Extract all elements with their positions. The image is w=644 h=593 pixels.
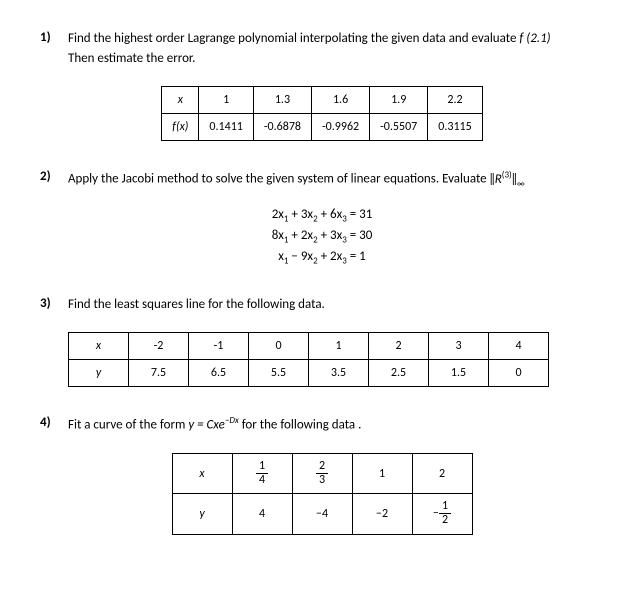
p4-text-a: Fit a curve of the form [68, 418, 188, 433]
table-row: f(x) 0.1411 -0.6878 -0.9962 -0.5507 0.31… [162, 114, 482, 141]
p1-r0c1: 1 [199, 87, 253, 114]
p1-r0c2: 1.3 [253, 87, 311, 114]
p4-r1c4: −12 [412, 494, 472, 534]
p2-eq1: 2x1 + 3x2 + 6x3 = 31 [40, 205, 604, 226]
problem-3-number: 3) [40, 296, 58, 311]
p3-r1c5: 2.5 [369, 360, 429, 387]
p1-fx: f (2.1) [519, 31, 550, 46]
p4-table: x 14 23 1 2 y 4 −4 −2 −12 [172, 453, 473, 535]
problem-1: 1) Find the highest order Lagrange polyn… [40, 30, 604, 141]
p1-r1c5: 0.3115 [428, 114, 482, 141]
p1-table-wrap: x 1 1.3 1.6 1.9 2.2 f(x) 0.1411 -0.6878 … [40, 86, 604, 141]
p4-r0c0: x [172, 453, 232, 493]
problem-2: 2) Apply the Jacobi method to solve the … [40, 169, 604, 268]
p4-curve: y = Cxe [188, 418, 225, 433]
p1-r0c3: 1.6 [312, 87, 370, 114]
p3-r0c7: 4 [489, 333, 549, 360]
p1-text-part-a: Find the highest order Lagrange polynomi… [68, 31, 519, 46]
p3-r1c0: y [69, 360, 129, 387]
problem-2-number: 2) [40, 169, 58, 184]
table-row: x 14 23 1 2 [172, 453, 472, 493]
p3-r0c3: 0 [249, 333, 309, 360]
p3-r0c1: -2 [129, 333, 189, 360]
problem-3-header: 3) Find the least squares line for the f… [40, 296, 604, 314]
p3-r1c7: 0 [489, 360, 549, 387]
table-row: x -2 -1 0 1 2 3 4 [69, 333, 549, 360]
table-row: y 7.5 6.5 5.5 3.5 2.5 1.5 0 [69, 360, 549, 387]
table-row: x 1 1.3 1.6 1.9 2.2 [162, 87, 482, 114]
problem-2-header: 2) Apply the Jacobi method to solve the … [40, 169, 604, 191]
p4-sup: −Dx [225, 415, 239, 426]
p4-r1c1: 4 [232, 494, 292, 534]
p4-r1c2: −4 [292, 494, 352, 534]
table-row: y 4 −4 −2 −12 [172, 494, 472, 534]
p4-text-c: for the following data . [239, 418, 362, 433]
problem-4-header: 4) Fit a curve of the form y = Cxe−Dx fo… [40, 415, 604, 435]
problem-1-text: Find the highest order Lagrange polynomi… [68, 30, 604, 68]
p3-r1c1: 7.5 [129, 360, 189, 387]
p3-r0c2: -1 [189, 333, 249, 360]
problem-4: 4) Fit a curve of the form y = Cxe−Dx fo… [40, 415, 604, 534]
p3-r1c2: 6.5 [189, 360, 249, 387]
problem-2-text: Apply the Jacobi method to solve the giv… [68, 169, 604, 191]
p1-r0c4: 1.9 [370, 87, 428, 114]
p1-text-part-c: Then estimate the error. [68, 50, 604, 68]
p2-equations: 2x1 + 3x2 + 6x3 = 31 8x1 + 2x2 + 3x3 = 3… [40, 205, 604, 268]
p3-r0c6: 3 [429, 333, 489, 360]
problem-3: 3) Find the least squares line for the f… [40, 296, 604, 387]
p3-r0c0: x [69, 333, 129, 360]
p3-r0c4: 1 [309, 333, 369, 360]
p1-table: x 1 1.3 1.6 1.9 2.2 f(x) 0.1411 -0.6878 … [161, 86, 482, 141]
problem-4-text: Fit a curve of the form y = Cxe−Dx for t… [68, 415, 604, 435]
p4-r0c3: 1 [352, 453, 412, 493]
p4-table-wrap: x 14 23 1 2 y 4 −4 −2 −12 [40, 453, 604, 535]
p1-r1c2: -0.6878 [253, 114, 311, 141]
p4-r0c1: 14 [232, 453, 292, 493]
problem-1-header: 1) Find the highest order Lagrange polyn… [40, 30, 604, 68]
p1-r1c4: -0.5507 [370, 114, 428, 141]
p1-r1c0: f(x) [162, 114, 199, 141]
p4-r1c0: y [172, 494, 232, 534]
p3-table: x -2 -1 0 1 2 3 4 y 7.5 6.5 5.5 3.5 2.5 … [68, 332, 549, 387]
p3-r1c4: 3.5 [309, 360, 369, 387]
p3-r0c5: 2 [369, 333, 429, 360]
problem-1-number: 1) [40, 30, 58, 45]
p2-norm-expr: ‖R(3)‖∞ [490, 172, 525, 187]
p2-text-a: Apply the Jacobi method to solve the giv… [68, 172, 490, 187]
p1-r1c3: -0.9962 [312, 114, 370, 141]
p2-eq3: x1 − 9x2 + 2x3 = 1 [40, 247, 604, 268]
problem-3-text: Find the least squares line for the foll… [68, 296, 604, 314]
p4-r0c4: 2 [412, 453, 472, 493]
p3-r1c3: 5.5 [249, 360, 309, 387]
p1-r0c0: x [162, 87, 199, 114]
p1-r0c5: 2.2 [428, 87, 482, 114]
p4-r0c2: 23 [292, 453, 352, 493]
problem-4-number: 4) [40, 415, 58, 430]
p1-r1c1: 0.1411 [199, 114, 253, 141]
p3-r1c6: 1.5 [429, 360, 489, 387]
p4-r1c3: −2 [352, 494, 412, 534]
p2-eq2: 8x1 + 2x2 + 3x3 = 30 [40, 226, 604, 247]
p3-table-wrap: x -2 -1 0 1 2 3 4 y 7.5 6.5 5.5 3.5 2.5 … [68, 332, 604, 387]
